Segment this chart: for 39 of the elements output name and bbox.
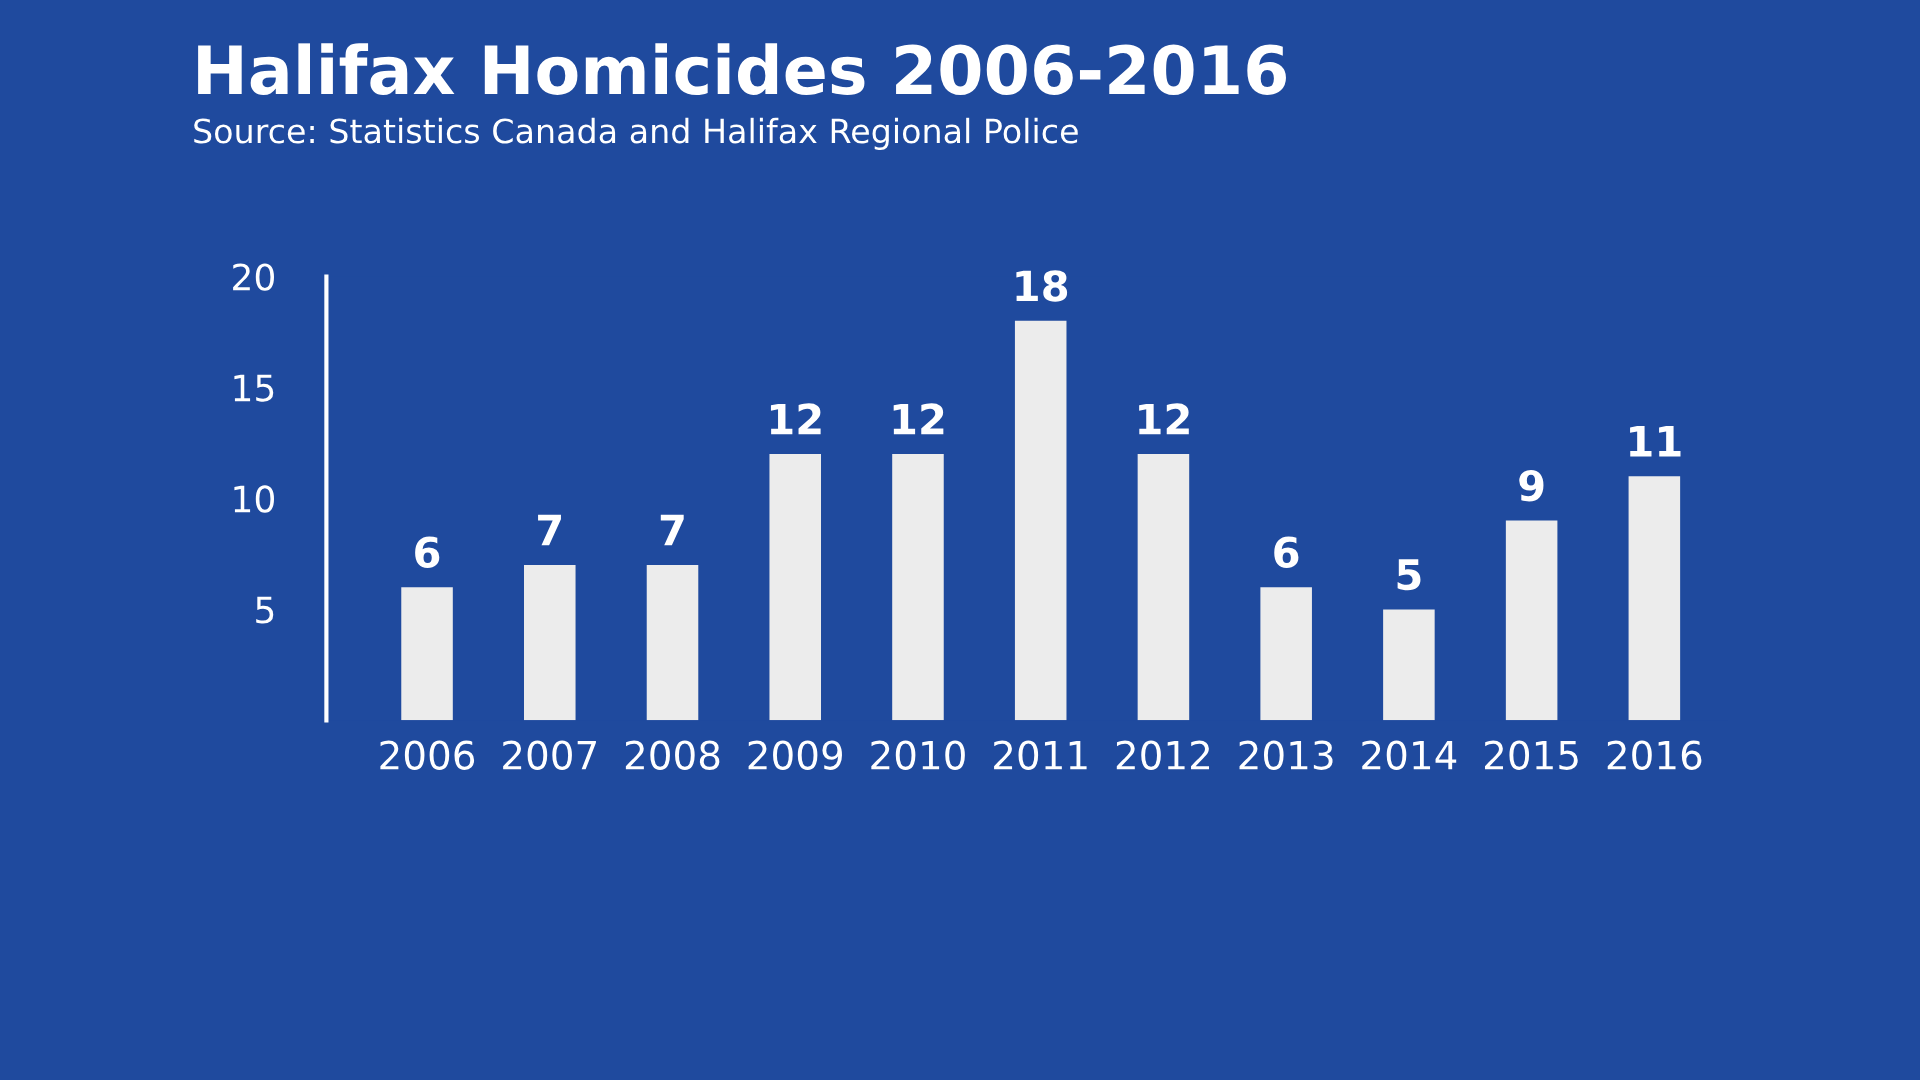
data-label: 6 [1274,536,1299,569]
bar [1383,609,1435,721]
data-label: 6 [415,536,440,569]
data-label: 12 [893,403,944,435]
y-tick-label: 5 [256,596,274,624]
y-tick-label: 10 [234,485,274,513]
bar [1260,587,1312,721]
y-tick-label: 20 [233,263,274,291]
bar [1014,320,1067,721]
x-tick-label: 2016 [1607,740,1702,770]
data-label: 9 [1519,469,1544,502]
data-label: 7 [660,514,684,546]
bar [1505,520,1558,721]
x-tick-label: 2014 [1362,740,1457,770]
bar [892,454,944,721]
bar [401,587,453,721]
data-label: 18 [1016,270,1068,302]
data-label: 12 [770,403,821,435]
x-tick-label: 2015 [1484,740,1578,770]
bar [524,565,576,721]
x-tick-label: 2009 [748,740,842,770]
x-tick-label: 2013 [1239,740,1333,770]
x-tick-label: 2010 [871,740,965,770]
data-label: 11 [1630,426,1681,457]
x-tick-label: 2006 [380,740,475,770]
y-tick-label: 15 [234,374,274,402]
data-label: 5 [1397,559,1421,591]
x-tick-label: 2007 [503,740,596,770]
bar [1628,476,1681,721]
bar [1137,454,1190,721]
data-label: 7 [538,514,561,546]
data-label: 12 [1139,403,1189,435]
x-tick-label: 2012 [1116,740,1210,770]
bar [769,454,822,721]
x-tick-label: 2008 [625,740,720,770]
x-tick-label: 2011 [994,740,1087,770]
chart-subtitle: Source: Statistics Canada and Halifax Regional Police [194,117,1078,151]
chart-title: Halifax Homicides 2006-2016 [198,43,1286,95]
bar [646,565,699,721]
